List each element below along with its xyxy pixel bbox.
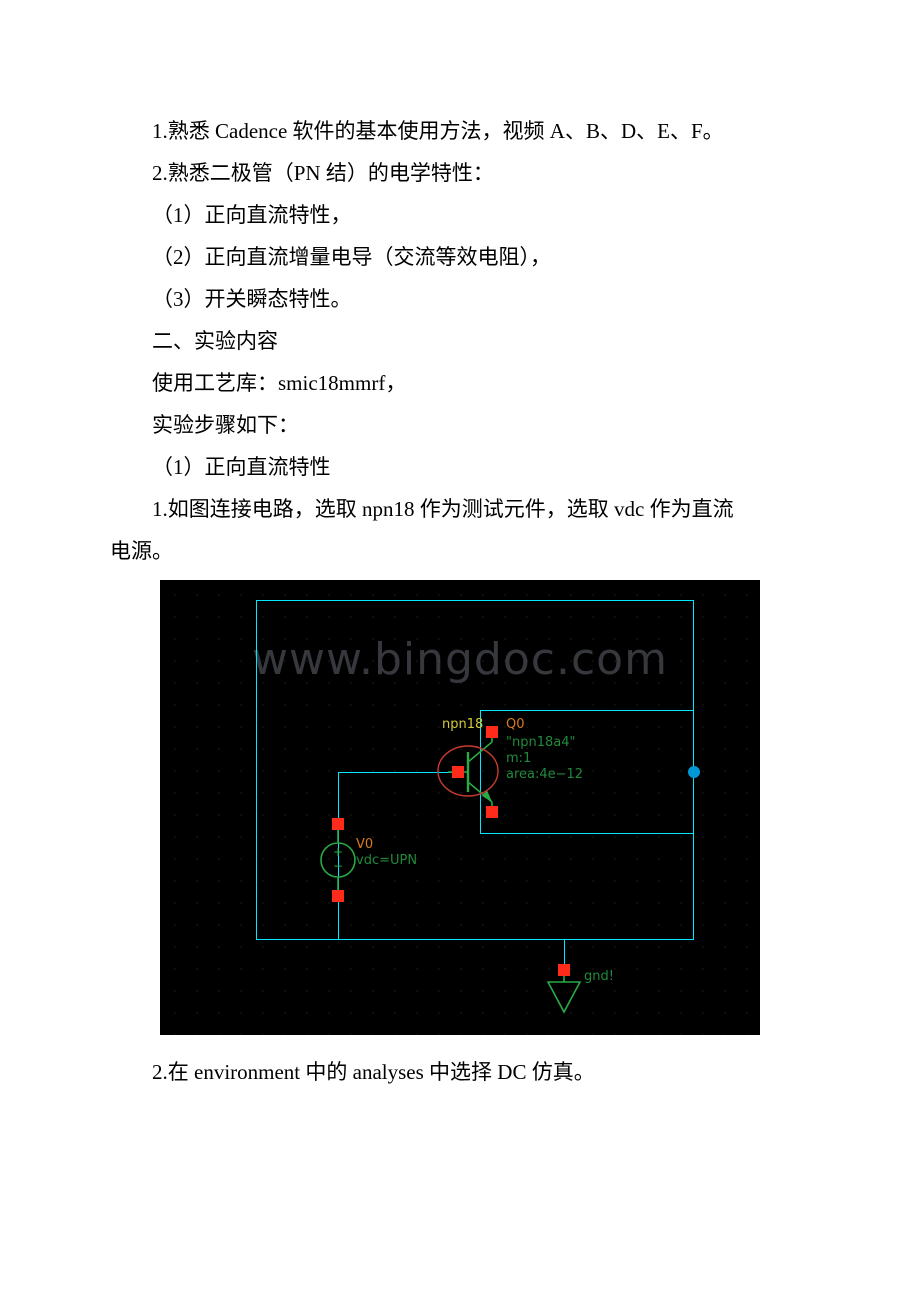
text: 作为测试元件，选取 (415, 497, 615, 521)
para-5: （3）开关瞬态特性。 (110, 278, 810, 320)
label-vdc: vdc=UPN (356, 848, 417, 874)
text: 使用工艺库： (152, 371, 278, 395)
text: （1）正向直流特性 (152, 455, 331, 479)
pin-collector (486, 726, 498, 738)
para-11: 2.在 environment 中的 analyses 中选择 DC 仿真。 (110, 1051, 810, 1093)
pin-gnd (558, 964, 570, 976)
text: 2.熟悉二极管（ (152, 161, 294, 185)
para-1: 1.熟悉 Cadence 软件的基本使用方法，视频 A、B、D、E、F。 (110, 110, 810, 152)
text: 1.熟悉 (152, 119, 215, 143)
text-eng: environment (194, 1060, 300, 1084)
text: 实验步骤如下： (152, 413, 299, 437)
pin-base (452, 766, 464, 778)
text: 2.在 (152, 1060, 194, 1084)
document-body: 1.熟悉 Cadence 软件的基本使用方法，视频 A、B、D、E、F。 2.熟… (0, 0, 920, 1133)
circuit-schematic: www.bingdoc.com (160, 580, 760, 1035)
label-npn18: npn18 (442, 712, 483, 738)
text: 二、实验内容 (152, 329, 278, 353)
pin-src-top (332, 818, 344, 830)
svg-text:+: + (333, 845, 343, 859)
text: 结）的电学特性： (321, 161, 494, 185)
vdc-source-symbol: + − (320, 830, 356, 890)
text-eng: A、B、D、E、F。 (550, 119, 724, 143)
text-eng: Cadence (215, 119, 287, 143)
para-4: （2）正向直流增量电导（交流等效电阻）， (110, 236, 810, 278)
text: （1）正向直流特性， (152, 203, 352, 227)
text: 仿真。 (526, 1060, 594, 1084)
text-eng: smic18mmrf， (278, 371, 406, 395)
para-3: （1）正向直流特性， (110, 194, 810, 236)
pin-emitter (486, 806, 498, 818)
pin-src-bot (332, 890, 344, 902)
selection-ellipse (436, 744, 500, 798)
text: 电源。 (110, 539, 173, 563)
text-eng: analyses (353, 1060, 424, 1084)
text-eng: PN (294, 161, 321, 185)
text-eng: vdc (614, 497, 644, 521)
para-6: 二、实验内容 (110, 320, 810, 362)
text: 1.如图连接电路，选取 (152, 497, 362, 521)
svg-text:−: − (333, 859, 343, 873)
text-eng: DC (497, 1060, 526, 1084)
text: （2）正向直流增量电导（交流等效电阻）， (152, 245, 551, 269)
text-eng: npn18 (362, 497, 415, 521)
node-dot (688, 766, 700, 778)
text: 中的 (300, 1060, 353, 1084)
text: 中选择 (424, 1060, 498, 1084)
text: （3）开关瞬态特性。 (152, 287, 352, 311)
para-10: 1.如图连接电路，选取 npn18 作为测试元件，选取 vdc 作为直流 (110, 488, 810, 530)
text: 软件的基本使用方法，视频 (287, 119, 550, 143)
para-2: 2.熟悉二极管（PN 结）的电学特性： (110, 152, 810, 194)
label-gnd: gnd! (584, 964, 614, 990)
para-9: （1）正向直流特性 (110, 446, 810, 488)
label-area: area:4e−12 (506, 762, 583, 788)
figure-wrap: www.bingdoc.com (110, 580, 810, 1035)
para-8: 实验步骤如下： (110, 404, 810, 446)
para-7: 使用工艺库：smic18mmrf， (110, 362, 810, 404)
para-10b: 电源。 (110, 530, 810, 572)
text: 作为直流 (644, 497, 733, 521)
